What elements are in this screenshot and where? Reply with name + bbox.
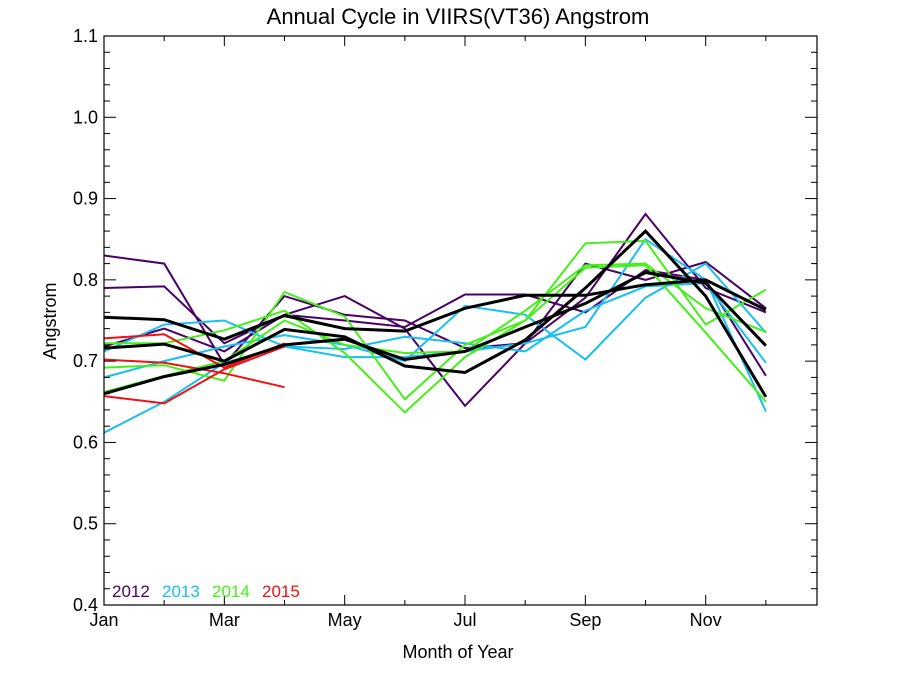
x-tick-label: Mar: [209, 610, 240, 630]
legend-label-2014: 2014: [212, 582, 250, 601]
x-tick-label: May: [328, 610, 362, 630]
y-tick-label: 0.7: [73, 351, 98, 371]
y-tick-label: 1.1: [73, 26, 98, 46]
x-tick-label: Jul: [454, 610, 477, 630]
y-tick-label: 0.9: [73, 189, 98, 209]
legend-label-2015: 2015: [262, 582, 300, 601]
x-tick-label: Nov: [690, 610, 722, 630]
series-line-mean-14: [103, 270, 767, 396]
series-line-2015-11: [103, 345, 285, 405]
y-tick-label: 1.0: [73, 107, 98, 127]
series-line-mean-12: [103, 278, 767, 341]
series-line-2015-10: [103, 358, 285, 389]
axes-layer: Jan Mar May Jul Sep Nov 0.4 0.5 0.6 0.7 0.8 0.9 1.0 1…: [73, 26, 818, 630]
y-tick-label: 0.5: [73, 514, 98, 534]
legend: 2012 2013 2014 2015: [112, 582, 300, 601]
series-line-2014-8: [103, 262, 767, 393]
series-line-2013-5: [103, 282, 767, 364]
x-axis-label: Month of Year: [402, 642, 513, 662]
y-tick-label: 0.6: [73, 432, 98, 452]
series-line-2013-4: [103, 262, 767, 379]
series-line-2014-7: [104, 264, 767, 414]
legend-label-2013: 2013: [162, 582, 200, 601]
y-axis-label: Angstrom: [40, 282, 60, 359]
y-tick-label: 0.4: [73, 595, 98, 615]
plot-frame: [103, 35, 818, 606]
series-line-2014-6: [103, 239, 767, 401]
chart-title: Annual Cycle in VIIRS(VT36) Angstrom: [267, 4, 650, 29]
x-tick-label: Jan: [89, 610, 118, 630]
series-line-2013-3: [103, 237, 767, 434]
y-tick-label: 0.8: [73, 270, 98, 290]
legend-label-2012: 2012: [112, 582, 150, 601]
x-tick-label: Sep: [569, 610, 601, 630]
series-line-mean-13: [103, 228, 768, 398]
series-layer: [103, 212, 768, 434]
